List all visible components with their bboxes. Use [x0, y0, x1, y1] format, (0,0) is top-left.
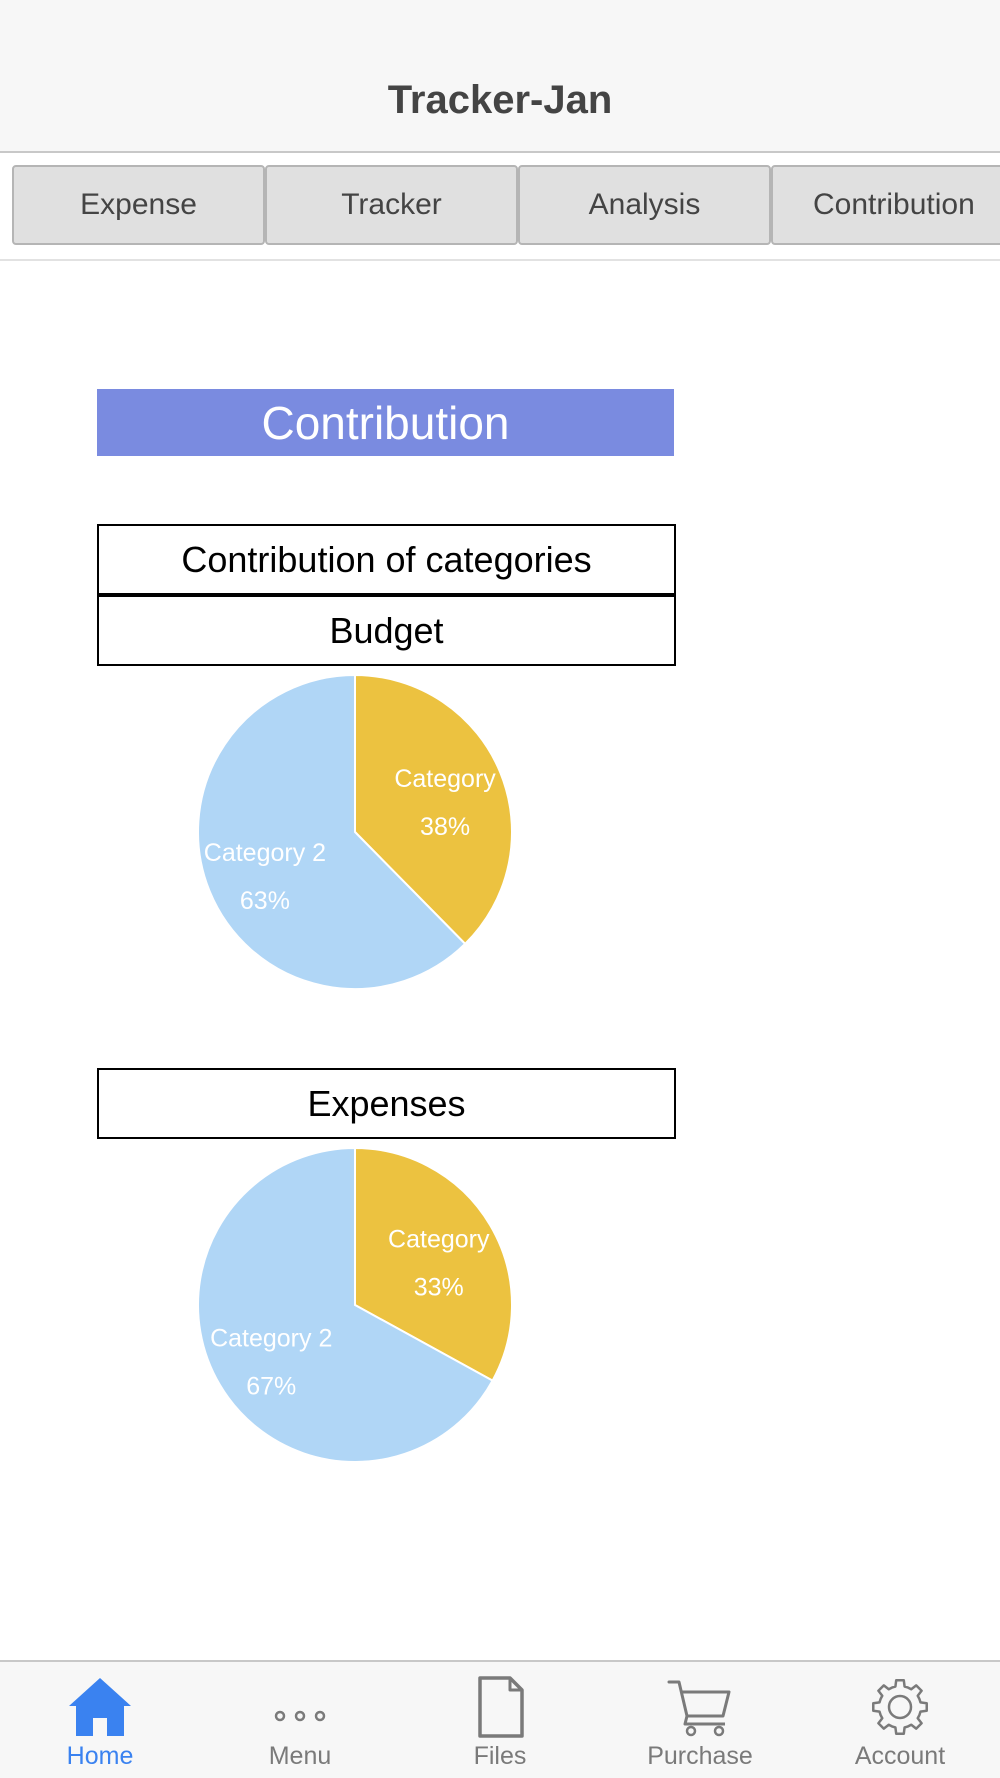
- nav-files[interactable]: Files: [400, 1662, 600, 1778]
- budget-chart-title: Budget: [97, 595, 676, 666]
- slice-name-label: Category: [394, 765, 496, 793]
- nav-menu[interactable]: Menu: [200, 1662, 400, 1778]
- tab-analysis[interactable]: Analysis: [518, 165, 771, 245]
- file-icon: [478, 1676, 524, 1738]
- home-icon: [69, 1678, 131, 1736]
- section-title: Contribution of categories: [97, 524, 676, 595]
- nav-menu-label: Menu: [268, 1742, 332, 1770]
- tab-contribution[interactable]: Contribution: [771, 165, 1000, 245]
- pie-slice-1: [354, 1146, 513, 1382]
- slice-value-label: 38%: [420, 813, 470, 841]
- tab-bar: Expense Tracker Analysis Contribution: [0, 155, 1000, 261]
- cart-icon: [667, 1680, 731, 1737]
- pie-slice-2: [197, 1146, 494, 1463]
- tab-tracker[interactable]: Tracker: [265, 165, 518, 245]
- contribution-banner: Contribution: [97, 389, 674, 456]
- page-title: Tracker-Jan: [387, 78, 613, 122]
- slice-name-label: Category 2: [204, 839, 326, 867]
- pie-slice-2: [197, 673, 467, 990]
- app-header: Tracker-Jan: [0, 0, 1000, 153]
- slice-value-label: 67%: [246, 1373, 296, 1401]
- expenses-pie-chart: Category 33% Category 2 67%: [197, 1146, 513, 1463]
- nav-purchase[interactable]: Purchase: [600, 1662, 800, 1778]
- slice-value-label: 33%: [414, 1273, 464, 1301]
- nav-account[interactable]: Account: [800, 1662, 1000, 1778]
- more-icon: [274, 1710, 326, 1722]
- tab-expense[interactable]: Expense: [12, 165, 265, 245]
- bottom-navigation: Home Menu Files Purchase Account: [0, 1660, 1000, 1778]
- nav-purchase-label: Purchase: [647, 1742, 753, 1770]
- expenses-chart-title: Expenses: [97, 1068, 676, 1139]
- budget-pie-chart: Category 38% Category 2 63%: [197, 673, 513, 990]
- nav-home-label: Home: [66, 1742, 134, 1770]
- slice-value-label: 63%: [240, 887, 290, 915]
- nav-account-label: Account: [854, 1742, 946, 1770]
- pie-slice-1: [354, 673, 513, 946]
- gear-icon: [872, 1679, 928, 1735]
- slice-name-label: Category 2: [210, 1325, 332, 1353]
- slice-name-label: Category: [388, 1225, 490, 1253]
- nav-files-label: Files: [473, 1742, 527, 1770]
- nav-home[interactable]: Home: [0, 1662, 200, 1778]
